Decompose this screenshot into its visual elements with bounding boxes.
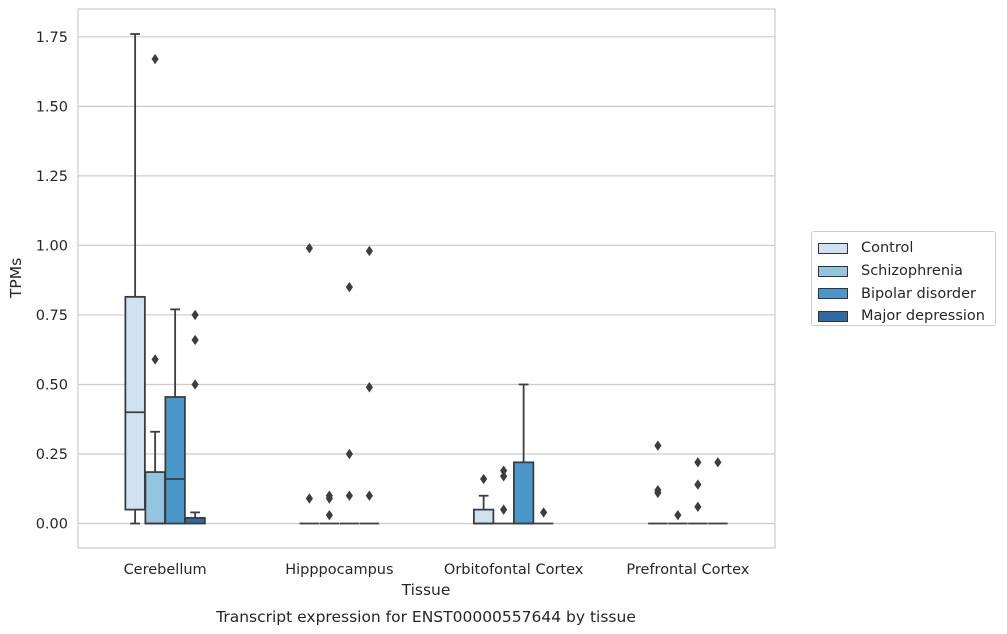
box-group xyxy=(708,457,728,525)
outlier-point xyxy=(191,334,199,346)
legend-swatch-control xyxy=(818,242,848,254)
outlier-point xyxy=(365,490,373,501)
chart-legend: Control Schizophrenia Bipolar disorder M… xyxy=(811,231,996,326)
outlier-point xyxy=(345,448,353,460)
box-group xyxy=(339,281,360,525)
outlier-point xyxy=(345,490,353,501)
outlier-point xyxy=(694,479,702,490)
outlier-point xyxy=(345,281,353,293)
x-tick-label: Hipppocampus xyxy=(285,562,393,578)
chart-title: Transcript expression for ENST0000055764… xyxy=(215,608,636,626)
box-group xyxy=(144,53,166,525)
box-group xyxy=(533,507,554,525)
box-group xyxy=(493,465,514,525)
legend-swatch-major-depression xyxy=(818,310,848,322)
outlier-point xyxy=(151,354,159,365)
box-group xyxy=(319,490,340,525)
outlier-point xyxy=(325,509,333,521)
outlier-point xyxy=(305,493,313,504)
box-group xyxy=(512,383,535,525)
y-tick-label: 0.25 xyxy=(36,447,68,463)
y-tick-label: 1.00 xyxy=(36,238,68,254)
legend-item-major-depression: Major depression xyxy=(818,305,995,328)
outlier-point xyxy=(694,501,702,513)
x-tick-label: Orbitofontal Cortex xyxy=(444,562,584,578)
outlier-point xyxy=(654,484,662,496)
box-group xyxy=(164,308,186,525)
box-iqr xyxy=(124,295,146,511)
legend-item-schizophrenia: Schizophrenia xyxy=(818,260,995,283)
box-group xyxy=(668,509,688,525)
legend-item-control: Control xyxy=(818,237,995,260)
box-group xyxy=(359,245,380,525)
box-iqr xyxy=(164,396,186,525)
box-group xyxy=(299,242,320,525)
y-tick-label: 0.50 xyxy=(36,377,68,393)
x-tick-label: Cerebellum xyxy=(124,562,207,578)
y-tick-labels: 0.00 0.25 0.50 0.75 1.00 1.25 1.50 1.75 xyxy=(36,30,68,533)
outlier-point xyxy=(365,245,373,257)
outlier-point xyxy=(365,382,373,393)
legend-label-control: Control xyxy=(861,240,914,257)
outlier-point xyxy=(694,457,702,468)
legend-label-major-depression: Major depression xyxy=(861,308,985,325)
box-iqr xyxy=(472,508,495,525)
legend-swatch-bipolar-disorder xyxy=(818,288,848,300)
outlier-point xyxy=(654,440,662,451)
box-group xyxy=(688,457,708,525)
outlier-point xyxy=(674,509,682,521)
x-axis-title: Tissue xyxy=(401,581,451,599)
box-group xyxy=(472,473,495,525)
y-tick-label: 1.25 xyxy=(36,169,68,185)
outlier-point xyxy=(191,379,199,390)
outlier-point xyxy=(480,473,488,485)
x-tick-labels: Cerebellum Hipppocampus Orbitofontal Corte… xyxy=(124,562,750,578)
legend-item-bipolar-disorder: Bipolar disorder xyxy=(818,282,995,305)
y-tick-label: 1.50 xyxy=(36,99,68,115)
outlier-point xyxy=(500,465,508,476)
plot-frame xyxy=(77,8,776,549)
y-tick-label: 1.75 xyxy=(36,30,68,46)
legend-label-schizophrenia: Schizophrenia xyxy=(861,263,963,280)
outlier-point xyxy=(500,504,508,515)
outlier-point xyxy=(714,457,722,468)
y-tick-label: 0.00 xyxy=(36,517,68,533)
box-plot-marks xyxy=(124,33,728,525)
outlier-point xyxy=(151,53,159,65)
x-tick-label: Prefrontal Cortex xyxy=(626,562,749,578)
box-iqr xyxy=(512,461,535,525)
outlier-point xyxy=(191,309,199,321)
outlier-point xyxy=(540,507,548,518)
box-group xyxy=(184,309,206,525)
outlier-point xyxy=(305,242,313,254)
outlier-point xyxy=(325,490,333,501)
box-iqr xyxy=(144,471,166,525)
outlier-point xyxy=(500,471,508,482)
legend-swatch-schizophrenia xyxy=(818,265,848,277)
legend-label-bipolar-disorder: Bipolar disorder xyxy=(861,285,976,302)
box-group xyxy=(648,440,668,525)
y-tick-label: 0.75 xyxy=(36,308,68,324)
box-group xyxy=(124,33,146,525)
y-axis-title: TPMs xyxy=(7,258,25,299)
